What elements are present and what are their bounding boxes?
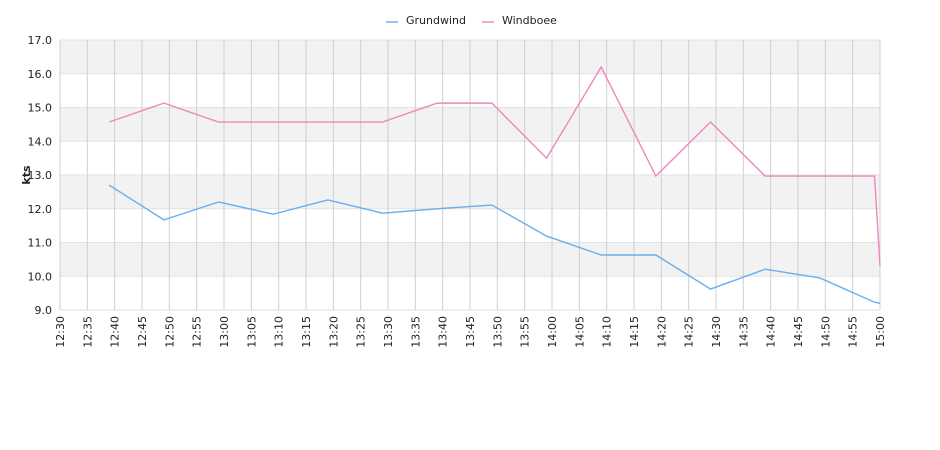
y-tick-label: 12.0 — [28, 203, 53, 216]
x-tick-label: 15:00 — [874, 316, 887, 348]
series-line — [108, 184, 881, 304]
x-tick-label: 14:40 — [765, 316, 778, 348]
y-tick-label: 13.0 — [28, 169, 53, 182]
y-tick-label: 9.0 — [35, 304, 53, 317]
series-line — [108, 65, 881, 267]
x-tick-label: 12:35 — [81, 316, 94, 348]
x-tick-label: 13:50 — [491, 316, 504, 348]
y-tick-label: 15.0 — [28, 102, 53, 115]
legend-label: Grundwind — [406, 14, 466, 27]
x-tick-label: 12:45 — [136, 316, 149, 348]
x-tick-label: 14:45 — [792, 316, 805, 348]
x-tick-label: 13:15 — [300, 316, 313, 348]
x-tick-label: 14:35 — [737, 316, 750, 348]
y-tick-label: 10.0 — [28, 270, 53, 283]
x-tick-label: 14:00 — [546, 316, 559, 348]
y-tick-label: 14.0 — [28, 135, 53, 148]
x-tick-label: 14:15 — [628, 316, 641, 348]
x-tick-label: 13:45 — [464, 316, 477, 348]
x-tick-label: 13:00 — [218, 316, 231, 348]
x-tick-label: 13:20 — [327, 316, 340, 348]
x-tick-label: 13:05 — [245, 316, 258, 348]
x-tick-label: 14:20 — [655, 316, 668, 348]
x-tick-label: 13:30 — [382, 316, 395, 348]
y-tick-label: 16.0 — [28, 68, 53, 81]
x-tick-label: 13:35 — [409, 316, 422, 348]
x-tick-label: 14:25 — [683, 316, 696, 348]
x-tick-label: 14:50 — [819, 316, 832, 348]
y-tick-label: 11.0 — [28, 237, 53, 250]
x-tick-label: 14:05 — [573, 316, 586, 348]
y-axis-label: kts — [20, 165, 33, 185]
x-tick-label: 12:50 — [163, 316, 176, 348]
x-tick-label: 12:40 — [109, 316, 122, 348]
legend-label: Windboee — [502, 14, 557, 27]
x-tick-label: 13:55 — [519, 316, 532, 348]
x-tick-label: 12:30 — [54, 316, 67, 348]
x-tick-label: 14:55 — [847, 316, 860, 348]
x-tick-label: 12:55 — [191, 316, 204, 348]
x-tick-label: 14:30 — [710, 316, 723, 348]
x-tick-label: 13:25 — [355, 316, 368, 348]
x-tick-label: 13:10 — [273, 316, 286, 348]
x-tick-label: 13:40 — [437, 316, 450, 348]
x-tick-label: 14:10 — [601, 316, 614, 348]
y-tick-label: 17.0 — [28, 34, 53, 47]
